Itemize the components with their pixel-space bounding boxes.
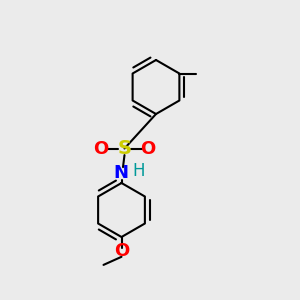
Text: O: O <box>114 242 129 260</box>
Text: O: O <box>140 140 155 158</box>
Text: O: O <box>94 140 109 158</box>
Text: H: H <box>132 162 145 180</box>
Text: N: N <box>113 164 128 182</box>
Text: S: S <box>118 139 131 158</box>
